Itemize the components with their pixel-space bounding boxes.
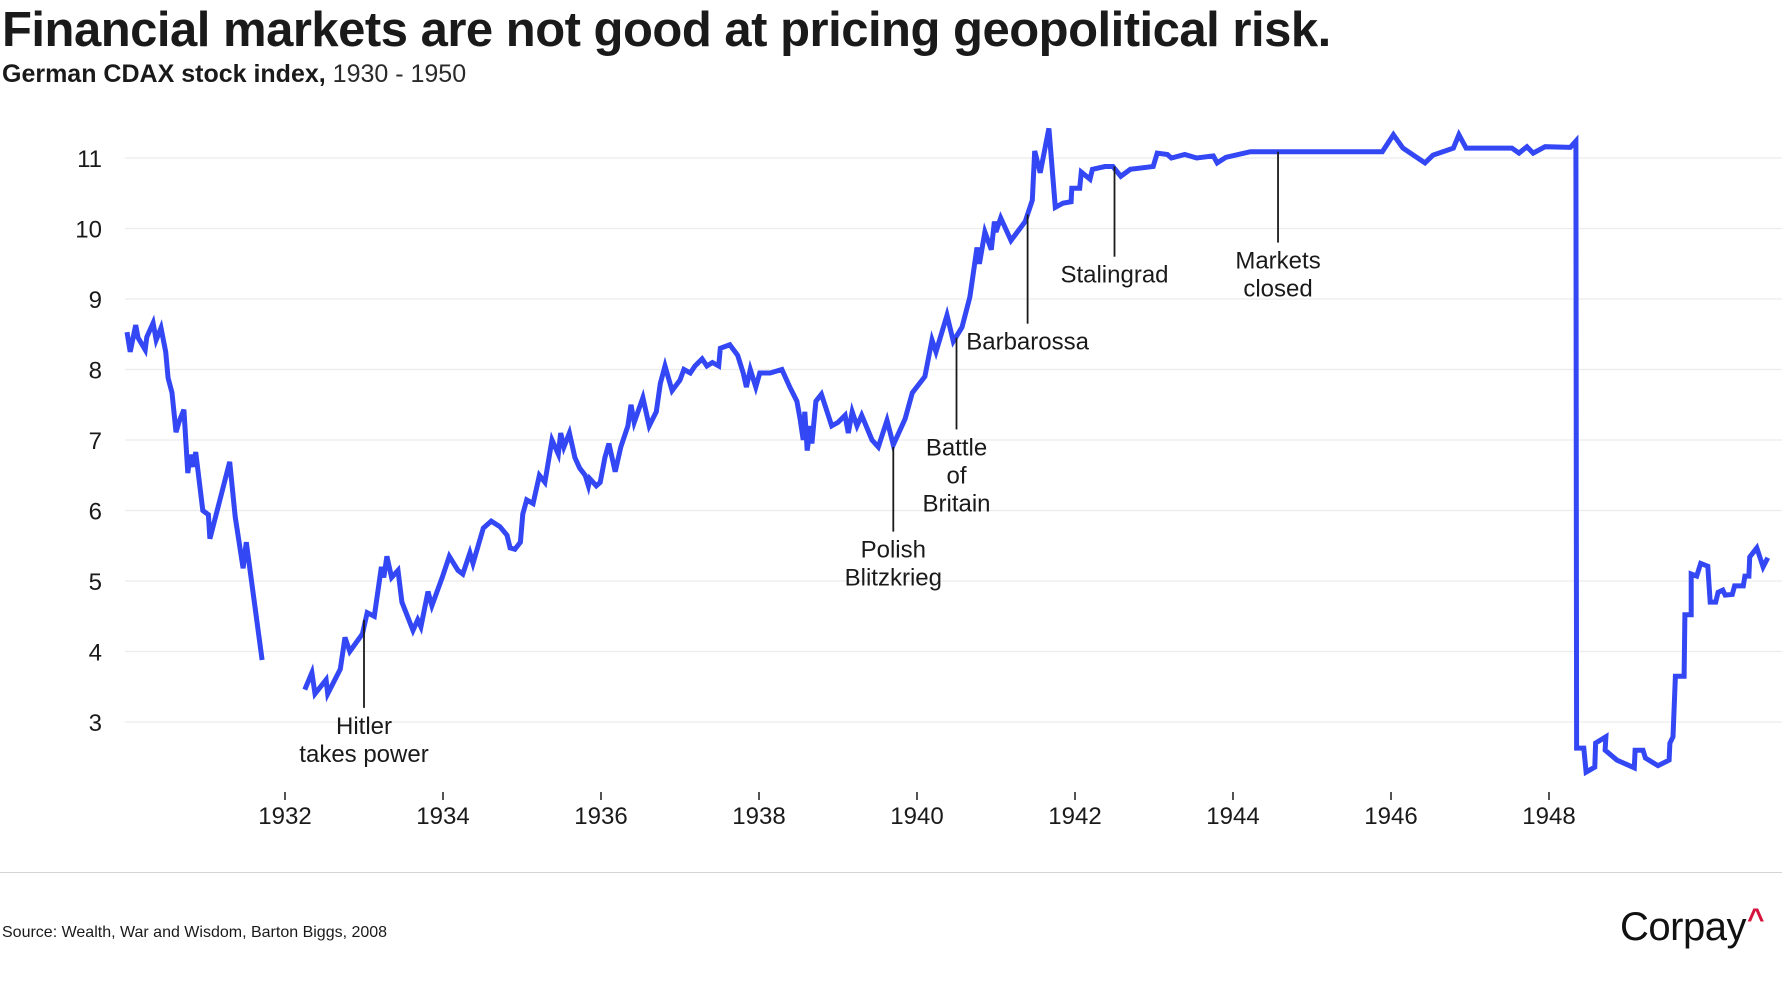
annotation-label: Blitzkrieg: [845, 565, 942, 592]
chart-title: Financial markets are not good at pricin…: [2, 3, 1331, 57]
x-tick-label: 1938: [732, 803, 785, 830]
footer-divider: [0, 872, 1782, 873]
x-tick-label: 1932: [258, 803, 311, 830]
line-chart: 3 4 5 6 7 8 9 10 11 1932 1934 1936 1938 1940 1942 1944…: [75, 127, 1782, 830]
annotation-label: takes power: [299, 741, 428, 768]
annotation-label: Britain: [922, 490, 990, 517]
x-axis: 1932 1934 1936 1938 1940 1942 1944 1946 1948: [258, 792, 1576, 830]
series-line-1: [124, 314, 265, 661]
y-tick-label: 7: [89, 428, 102, 455]
x-tick-label: 1934: [416, 803, 469, 830]
series-layer: [124, 127, 1771, 777]
y-tick-label: 3: [89, 710, 102, 737]
x-tick-label: 1946: [1364, 803, 1417, 830]
annotation-label: closed: [1243, 276, 1312, 303]
annotation-label: Hitler: [336, 713, 392, 740]
y-tick-label: 6: [89, 499, 102, 526]
x-tick-label: 1944: [1206, 803, 1259, 830]
source-note: Source: Wealth, War and Wisdom, Barton B…: [2, 924, 388, 941]
x-tick-label: 1942: [1048, 803, 1101, 830]
subtitle-range: 1930 - 1950: [325, 60, 467, 88]
y-axis: 3 4 5 6 7 8 9 10 11: [75, 146, 102, 737]
chart-subtitle: German CDAX stock index, 1930 - 1950: [2, 60, 466, 89]
annotation-label: Barbarossa: [966, 329, 1089, 356]
x-tick-label: 1948: [1522, 803, 1575, 830]
x-tick-label: 1940: [890, 803, 943, 830]
y-tick-label: 11: [77, 146, 102, 173]
corpay-logo: Corpay^: [1620, 903, 1765, 950]
annotation-label: Markets: [1235, 248, 1320, 275]
subtitle-lead: German CDAX stock index,: [2, 60, 326, 88]
logo-caret-icon: ^: [1746, 903, 1765, 936]
annotation-label: of: [946, 462, 966, 489]
series-line-2: [302, 127, 1771, 777]
y-tick-label: 5: [89, 569, 102, 596]
y-tick-label: 10: [75, 217, 102, 244]
logo-text: Corpay: [1620, 905, 1746, 949]
y-tick-label: 9: [89, 287, 102, 314]
y-tick-label: 8: [89, 358, 102, 385]
annotation-label: Battle: [926, 434, 987, 461]
annotation-label: Polish: [861, 537, 926, 564]
annotation-label: Stalingrad: [1060, 262, 1168, 289]
y-tick-label: 4: [89, 640, 102, 667]
x-tick-label: 1936: [574, 803, 627, 830]
